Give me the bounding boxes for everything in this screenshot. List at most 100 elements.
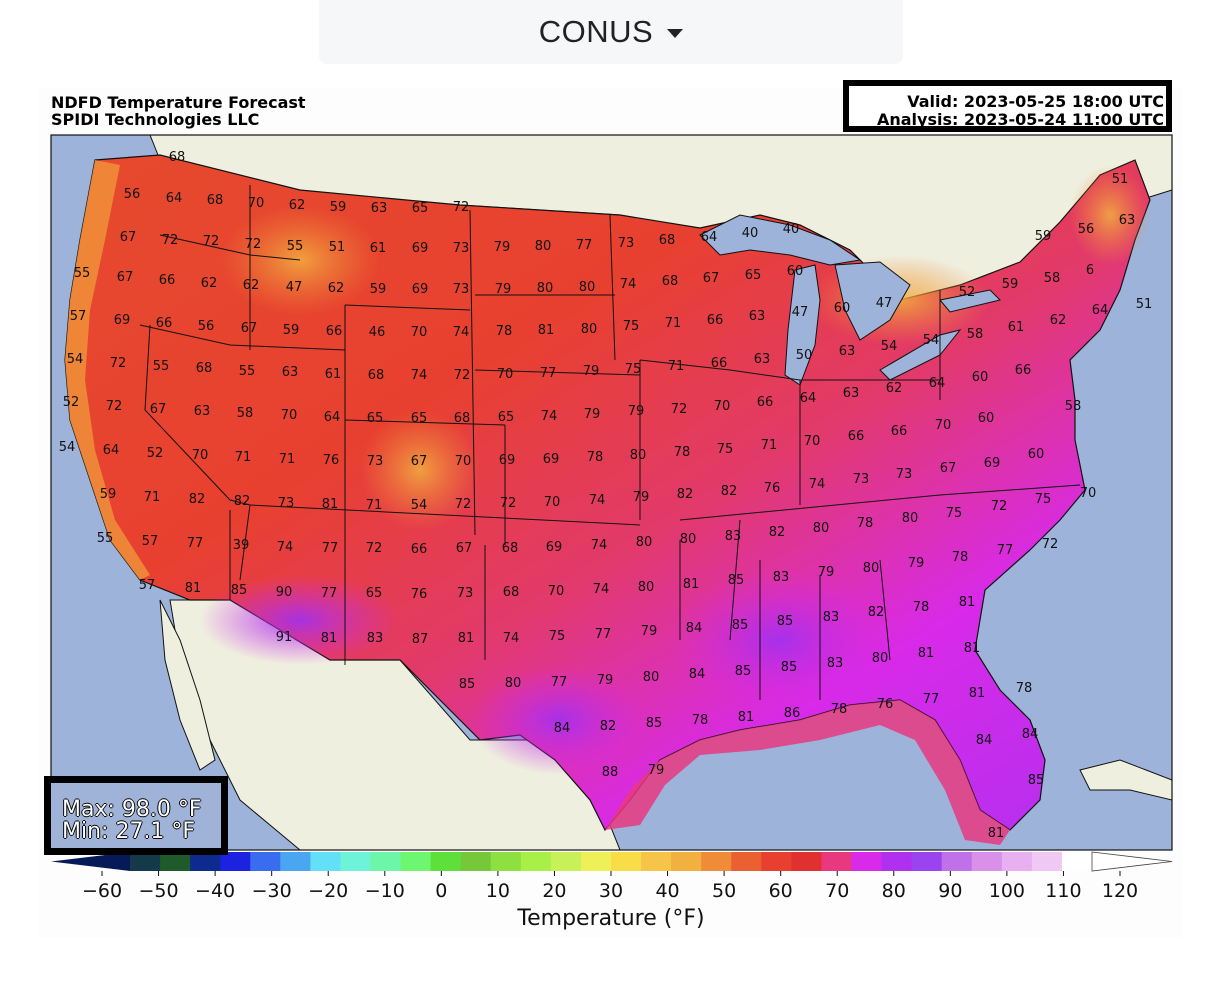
station-value: 85 [732,618,749,633]
station-value: 79 [628,404,645,419]
colorbar-tick-label: 100 [989,880,1025,902]
station-value: 79 [584,407,601,422]
colorbar: −60 −50 −40 −30 −20 −10 0 10 20 30 40 50 60 70 80 90 100… [51,851,1173,931]
colorbar-bin [821,852,852,871]
station-value: 67 [120,230,137,245]
station-value: 69 [114,313,131,328]
station-value: 68 [503,585,520,600]
title-line-1: NDFD Temperature Forecast [51,93,306,112]
colorbar-tick-label: −40 [195,880,235,902]
station-value: 80 [872,651,889,666]
station-value: 80 [630,448,647,463]
station-value: 70 [714,399,731,414]
station-value: 69 [543,452,560,467]
station-value: 64 [701,230,718,245]
lake-ontario [939,289,1001,313]
station-value: 55 [239,364,256,379]
colorbar-tick-label: 40 [655,880,679,902]
station-value: 72 [1042,537,1059,552]
colorbar-bin [911,852,943,871]
station-value: 47 [876,296,893,311]
station-value: 76 [411,587,428,602]
station-value: 82 [769,525,786,540]
station-value: 83 [773,570,790,585]
station-value: 84 [689,667,706,682]
station-value: 88 [602,765,619,780]
station-value: 79 [495,282,512,297]
colorbar-max-extension [1091,851,1173,872]
station-value: 85 [231,583,248,598]
station-value: 56 [198,319,215,334]
colorbar-bin [370,852,402,871]
station-value: 75 [549,629,566,644]
colorbar-min-extension [51,852,130,871]
station-value: 82 [189,492,206,507]
station-value: 78 [857,516,874,531]
colorbar-tick-label: 10 [486,880,510,902]
min-value: Min: 27.1 °F [62,819,196,844]
station-value: 69 [546,540,563,555]
station-value: 67 [117,270,134,285]
colorbar-bin [671,852,702,871]
colorbar-bin [340,852,371,871]
colorbar-tick-label: −30 [252,880,292,902]
station-value: 47 [286,280,303,295]
station-value: 80 [902,511,919,526]
station-value: 68 [502,541,519,556]
station-value: 77 [322,541,339,556]
station-value: 79 [818,565,835,580]
region-dropdown[interactable]: CONUS [319,0,903,64]
station-value: 78 [496,324,513,339]
station-value: 66 [891,424,908,439]
station-value: 80 [535,239,552,254]
station-value: 52 [147,446,164,461]
station-value: 64 [103,443,120,458]
station-value: 70 [248,196,265,211]
colorbar-bin [941,852,973,871]
station-value: 75 [623,319,640,334]
station-value: 85 [459,677,476,692]
station-value: 63 [194,404,211,419]
station-value: 65 [411,411,428,426]
station-value: 81 [738,710,755,725]
station-value: 85 [728,573,745,588]
lake-superior [699,214,862,266]
station-value: 77 [321,586,338,601]
station-value: 46 [369,325,386,340]
station-value: 72 [500,496,517,511]
station-value: 65 [366,586,383,601]
station-value: 83 [823,610,840,625]
station-value: 62 [243,278,260,293]
station-value: 81 [969,686,986,701]
station-value: 58 [1044,271,1061,286]
colorbar-bin [400,852,432,871]
station-value: 68 [368,368,385,383]
colorbar-tick-label: 110 [1045,880,1081,902]
map-border [50,134,1173,851]
station-value: 55 [97,531,114,546]
colorbar-tick-label: 120 [1102,880,1138,902]
station-value: 73 [618,236,635,251]
station-value: 80 [579,280,596,295]
station-value: 72 [245,237,262,252]
colorbar-bin [430,852,462,871]
station-value: 60 [787,264,804,279]
station-value: 66 [411,542,428,557]
station-value: 57 [139,578,156,593]
station-value: 72 [106,399,123,414]
station-values: 68 56 64 68 70 62 59 63 65 72 67 72 72 72 55 51 61 69 73 79… [59,150,1153,841]
station-value: 39 [233,538,250,553]
station-value: 59 [100,487,117,502]
station-value: 60 [978,411,995,426]
station-value: 81 [321,631,338,646]
station-value: 90 [276,585,293,600]
station-value: 77 [595,627,612,642]
station-value: 70 [455,454,472,469]
station-value: 74 [503,631,520,646]
colorbar-tick-label: −50 [139,880,179,902]
colorbar-tick-label: −10 [365,880,405,902]
station-value: 83 [827,656,844,671]
station-value: 71 [279,452,296,467]
station-value: 65 [745,268,762,283]
station-value: 62 [201,276,218,291]
